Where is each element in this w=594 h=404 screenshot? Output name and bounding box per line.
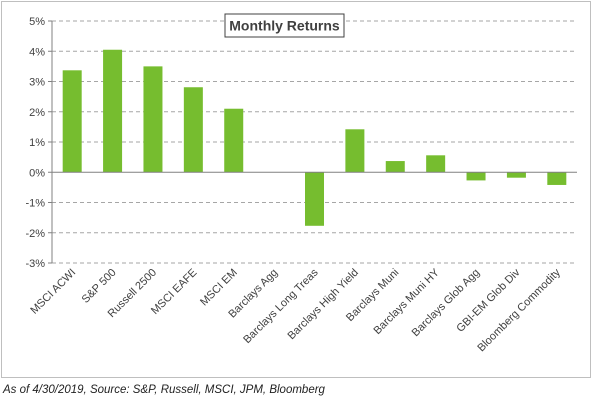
y-tick-label: 1% [29,137,45,149]
bar-barclays-high-yield [345,129,365,173]
bar-bloomberg-commodity [547,172,567,185]
bar-msci-acwi [62,70,82,173]
bar-chart: 5% 4% 3% 2% 1% 0% -1% -2% -3% MSCI ACWI S&P 500Ru… [25,13,577,354]
y-tick-label: 2% [29,107,45,119]
y-tick-label: 0% [29,167,45,179]
source-footnote: As of 4/30/2019, Source: S&P, Russell, M… [3,384,325,396]
bar-russell-2500 [143,66,163,173]
bar-msci-em [224,108,244,173]
bar-barclays-long-treas [305,172,324,226]
y-tick-label: -2% [25,228,45,240]
chart-title: Monthly Returns [229,18,340,34]
x-tick-label: S&P 500 [80,267,119,306]
gridlines [52,20,577,264]
x-tick-label: Barclays Long Treas [241,266,321,346]
bar-barclays-glob-agg [466,172,486,181]
axes [48,20,577,264]
chart-frame: 5% 4% 3% 2% 1% 0% -1% -2% -3% MSCI ACWI S&P 500 Ru… [1,1,591,378]
chart-title-box: Monthly Returns [224,13,345,38]
bar-msci-eafe [183,87,203,173]
y-tick-label: -3% [25,258,45,270]
bar-barclays-muni-hy [426,155,446,173]
y-tick-labels: 5% 4% 3% 2% 1% 0% -1% -2% -3% [25,16,45,270]
y-tick-label: -1% [25,198,45,210]
y-tick-label: 4% [29,46,45,58]
x-tick-label: Barclays Glob Agg [410,267,482,339]
bars [62,49,567,226]
bar-s-p-500 [103,49,123,173]
x-tick-label: MSCI ACWI [28,267,78,317]
x-tick-label: Barclays High Yield [286,267,362,343]
bar-barclays-muni [385,161,405,173]
x-tick-label: Bloomberg Commodity [475,266,563,354]
x-tick-label: MSCI EM [198,267,240,309]
y-tick-label: 3% [29,77,45,89]
y-tick-label: 5% [29,16,45,28]
bar-gbi-em-glob-div [506,172,526,178]
